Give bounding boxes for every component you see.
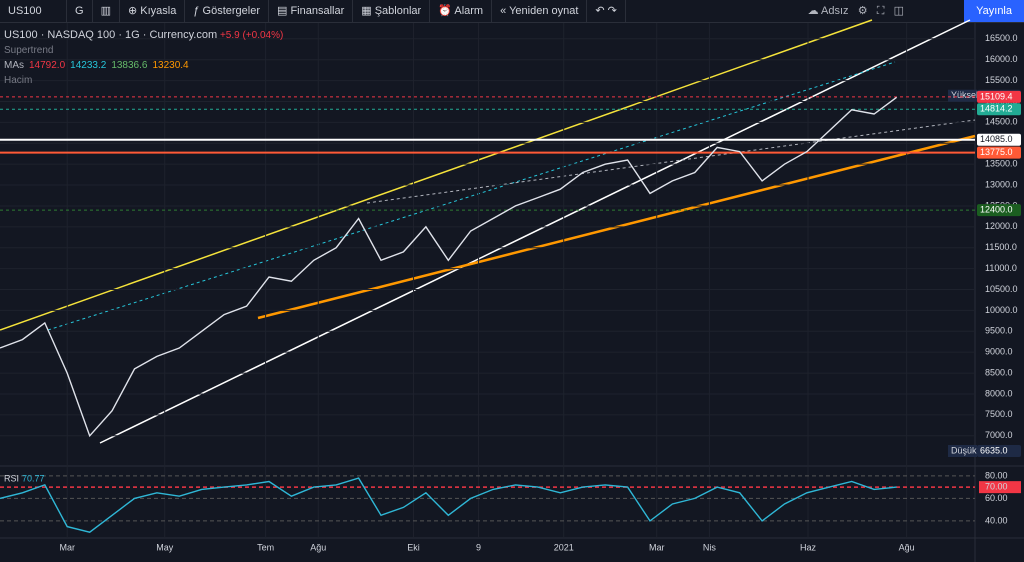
- price-label: 6635.0: [980, 445, 1008, 455]
- y-tick-label: 8500.0: [985, 367, 1013, 377]
- pane-value: 70.77: [22, 473, 45, 483]
- symbol[interactable]: US100: [0, 0, 67, 22]
- change: +5.9 (+0.04%): [219, 30, 284, 41]
- y-tick-label: 70.00: [985, 482, 1008, 492]
- price-label: 14085.0: [980, 134, 1013, 144]
- price-tag-box: [948, 89, 977, 102]
- legend: US100 · NASDAQ 100 · 1G · Currency.com +…: [4, 28, 283, 88]
- x-tick-label: Tem: [257, 542, 274, 552]
- price-label-box: [977, 133, 1021, 146]
- label: Adsız: [821, 5, 849, 17]
- price-label-box: [977, 204, 1021, 217]
- price-label-box: [977, 90, 1021, 103]
- price-label: 14814.2: [980, 104, 1013, 114]
- price-label-box: [977, 146, 1021, 159]
- replay[interactable]: « Yeniden oynat: [492, 0, 588, 22]
- label: Kıyasla: [140, 5, 177, 17]
- price-tag: Yüksek: [951, 90, 981, 100]
- y-tick-label: 7000.0: [985, 430, 1013, 440]
- price-tag: Düşük: [951, 445, 977, 455]
- interval[interactable]: G: [67, 0, 93, 22]
- indicators[interactable]: ƒ Göstergeler: [185, 0, 269, 22]
- rsi-line: [0, 477, 897, 533]
- y-tick-label: 8000.0: [985, 388, 1013, 398]
- undo-redo[interactable]: ↶ ↷: [587, 0, 626, 22]
- price-label-box: [977, 445, 1021, 458]
- price-line: [0, 96, 898, 438]
- y-tick-label: 12000.0: [985, 221, 1018, 231]
- y-tick-label: 16000.0: [985, 54, 1018, 64]
- y-tick-label: 80.00: [985, 470, 1008, 480]
- ma-value: 14792.0: [29, 60, 66, 71]
- x-tick-label: Haz: [800, 542, 817, 552]
- y-tick-label: 15500.0: [985, 75, 1018, 85]
- label: Alarm: [454, 5, 484, 17]
- y-tick-label: 10000.0: [985, 305, 1018, 315]
- tick-highlight: [979, 481, 1021, 494]
- price-label-box: [977, 103, 1021, 116]
- symbol-title: US100 · NASDAQ 100 · 1G · Currency.com: [4, 29, 218, 41]
- trend-line: [99, 19, 971, 444]
- financials[interactable]: ▤ Finansallar: [269, 0, 354, 22]
- x-tick-label: Mar: [59, 542, 75, 552]
- y-tick-label: 9500.0: [985, 326, 1013, 336]
- y-tick-label: 7500.0: [985, 409, 1013, 419]
- compare[interactable]: ⊕ Kıyasla: [120, 0, 186, 22]
- price-label: 12400.0: [980, 204, 1013, 214]
- mas-row: MAs 14792.0 14233.2 13836.6 13230.4: [4, 58, 283, 73]
- y-tick-label: 13000.0: [985, 179, 1018, 189]
- y-tick-label: 16500.0: [985, 33, 1018, 43]
- label: Finansallar: [290, 5, 345, 17]
- label: Yeniden oynat: [509, 5, 579, 17]
- y-tick-label: 9000.0: [985, 347, 1013, 357]
- channel-line: [47, 61, 896, 331]
- x-tick-label: 2021: [554, 542, 574, 552]
- x-tick-label: 9: [476, 542, 481, 552]
- volume: Hacim: [4, 75, 33, 86]
- mas-label: MAs: [4, 60, 24, 71]
- y-tick-label: 40.00: [985, 515, 1008, 525]
- ma-value: 13836.6: [111, 60, 148, 71]
- supertrend: Supertrend: [4, 45, 54, 56]
- label: Şablonlar: [374, 5, 422, 17]
- y-tick-label: 13500.0: [985, 159, 1018, 169]
- publish-button[interactable]: Yayınla: [964, 0, 1024, 22]
- y-tick-label: 14500.0: [985, 117, 1018, 127]
- trend-line: [0, 19, 873, 331]
- ma-value: 14233.2: [70, 60, 107, 71]
- templates[interactable]: ▦ Şablonlar: [353, 0, 431, 22]
- channel-line: [366, 119, 976, 204]
- pane-label: RSI: [4, 473, 19, 483]
- alert[interactable]: ⏰ Alarm: [430, 0, 493, 22]
- x-tick-label: Nis: [703, 542, 716, 552]
- chart-style[interactable]: ▥: [93, 0, 120, 22]
- price-label: 15109.4: [980, 91, 1013, 101]
- price-tag-box: [948, 445, 977, 458]
- x-tick-label: Mar: [649, 542, 665, 552]
- label: Göstergeler: [202, 5, 260, 17]
- toolbar: US100 G ▥ ⊕ Kıyasla ƒ Göstergeler ▤ Fina…: [0, 0, 1024, 23]
- layout-name[interactable]: ☁ Adsız ⚙ ⛶ ◫: [807, 5, 904, 17]
- x-tick-label: May: [156, 542, 174, 552]
- y-tick-label: 60.00: [985, 493, 1008, 503]
- x-tick-label: Eki: [407, 542, 420, 552]
- ma-value: 13230.4: [152, 60, 189, 71]
- y-tick-label: 10500.0: [985, 284, 1018, 294]
- x-tick-label: Ağu: [899, 542, 915, 552]
- x-tick-label: Ağu: [310, 542, 326, 552]
- price-label: 13775.0: [980, 147, 1013, 157]
- y-tick-label: 11000.0: [985, 263, 1017, 273]
- y-tick-label: 11500.0: [985, 242, 1017, 252]
